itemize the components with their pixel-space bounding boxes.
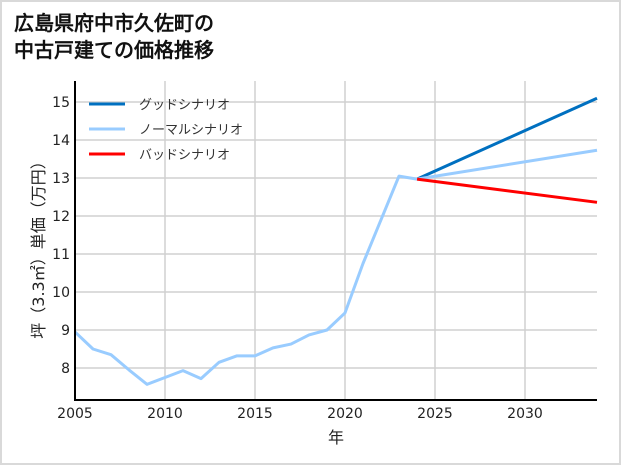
y-tick-labels: 8 9 10 11 12 13 14 15 (52, 95, 70, 377)
y-tick-label: 8 (61, 361, 70, 377)
grid-lines (75, 81, 597, 400)
scenario-line (416, 177, 598, 204)
y-tick-label: 12 (52, 209, 70, 225)
y-tick-label: 15 (52, 95, 70, 111)
chart-title-line-2: 中古戸建ての価格推移 (14, 38, 214, 62)
y-tick-label: 10 (52, 285, 70, 301)
chart-title: 広島県府中市久佐町の 中古戸建ての価格推移 (14, 10, 214, 64)
scenario-line (416, 96, 598, 181)
x-tick-label: 2005 (57, 406, 93, 422)
scenario-line (416, 148, 598, 181)
data-lines (73, 96, 598, 386)
y-tick-label: 14 (52, 133, 70, 149)
y-axis-label: 坪（3.3㎡）単価（万円） (29, 153, 48, 338)
y-tick-label: 9 (61, 323, 70, 339)
chart-title-line-1: 広島県府中市久佐町の (14, 11, 214, 35)
legend-label: グッドシナリオ (139, 98, 230, 113)
x-tick-labels: 2005 2010 2015 2020 2025 2030 (57, 406, 543, 422)
x-axis-label: 年 (328, 428, 344, 447)
x-tick-label: 2025 (417, 406, 453, 422)
y-tick-label: 11 (52, 247, 70, 263)
historical-line (73, 174, 418, 386)
x-tick-label: 2010 (147, 406, 183, 422)
x-tick-label: 2015 (237, 406, 273, 422)
x-tick-label: 2030 (507, 406, 543, 422)
legend-label: バッドシナリオ (139, 148, 230, 163)
legend-label: ノーマルシナリオ (139, 123, 243, 138)
x-tick-label: 2020 (327, 406, 363, 422)
y-tick-label: 13 (52, 171, 70, 187)
